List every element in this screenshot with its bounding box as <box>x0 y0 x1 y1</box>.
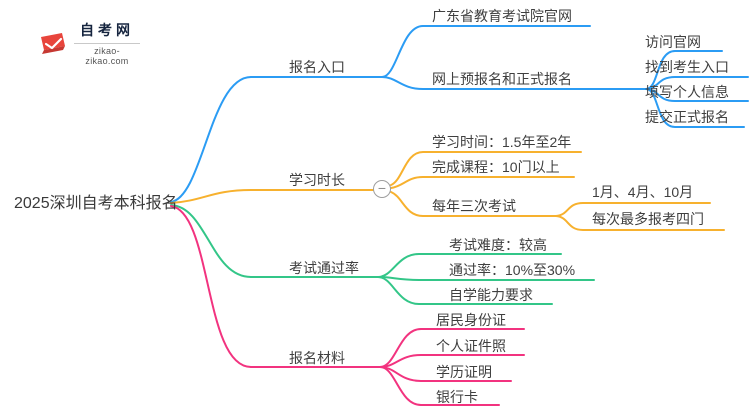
node-registration-entry: 报名入口 <box>289 59 345 75</box>
branch-lines-study-duration <box>170 151 725 231</box>
site-logo: 自考网 zikao-zikao.com <box>28 20 140 66</box>
site-name: 自考网 <box>80 22 134 38</box>
node-find-candidate-entrance: 找到考生入口 <box>645 59 729 75</box>
node-visit-official-site: 访问官网 <box>645 34 701 50</box>
branch-lines-registration-materials <box>170 205 525 406</box>
node-education-certificate: 学历证明 <box>436 364 492 380</box>
node-max-four-subjects: 每次最多报考四门 <box>592 211 704 227</box>
node-registration-materials: 报名材料 <box>289 350 345 366</box>
node-study-duration: 学习时长 <box>289 172 345 188</box>
branch-lines-registration-entry <box>170 25 749 203</box>
node-personal-photo: 个人证件照 <box>436 338 506 354</box>
node-three-exams-per-year: 每年三次考试 <box>432 198 516 214</box>
node-online-pre-and-formal-registration: 网上预报名和正式报名 <box>432 71 572 87</box>
node-study-time: 学习时间：1.5年至2年 <box>432 134 572 150</box>
node-exam-months: 1月、4月、10月 <box>592 184 694 200</box>
logo-text-block: 自考网 zikao-zikao.com <box>74 20 140 66</box>
branch-lines-pass-rate <box>170 204 595 305</box>
site-url: zikao-zikao.com <box>85 46 129 66</box>
node-complete-courses: 完成课程：10门以上 <box>432 159 560 175</box>
node-fill-personal-info: 填写个人信息 <box>645 84 729 100</box>
collapse-button[interactable]: − <box>373 180 391 198</box>
graduation-cap-icon <box>30 28 65 58</box>
node-pass-rate-value: 通过率：10%至30% <box>449 262 576 278</box>
node-exam-difficulty: 考试难度：较高 <box>449 237 547 253</box>
node-bank-card: 银行卡 <box>436 389 478 405</box>
logo-divider <box>74 43 140 44</box>
node-self-study-ability: 自学能力要求 <box>449 287 533 303</box>
node-submit-formal-registration: 提交正式报名 <box>645 109 729 125</box>
node-id-card: 居民身份证 <box>436 312 506 328</box>
node-pass-rate: 考试通过率 <box>289 260 359 276</box>
root-node: 2025深圳自考本科报名 <box>14 195 178 212</box>
node-gd-education-exam-site: 广东省教育考试院官网 <box>432 8 572 24</box>
minus-icon: − <box>377 180 387 196</box>
